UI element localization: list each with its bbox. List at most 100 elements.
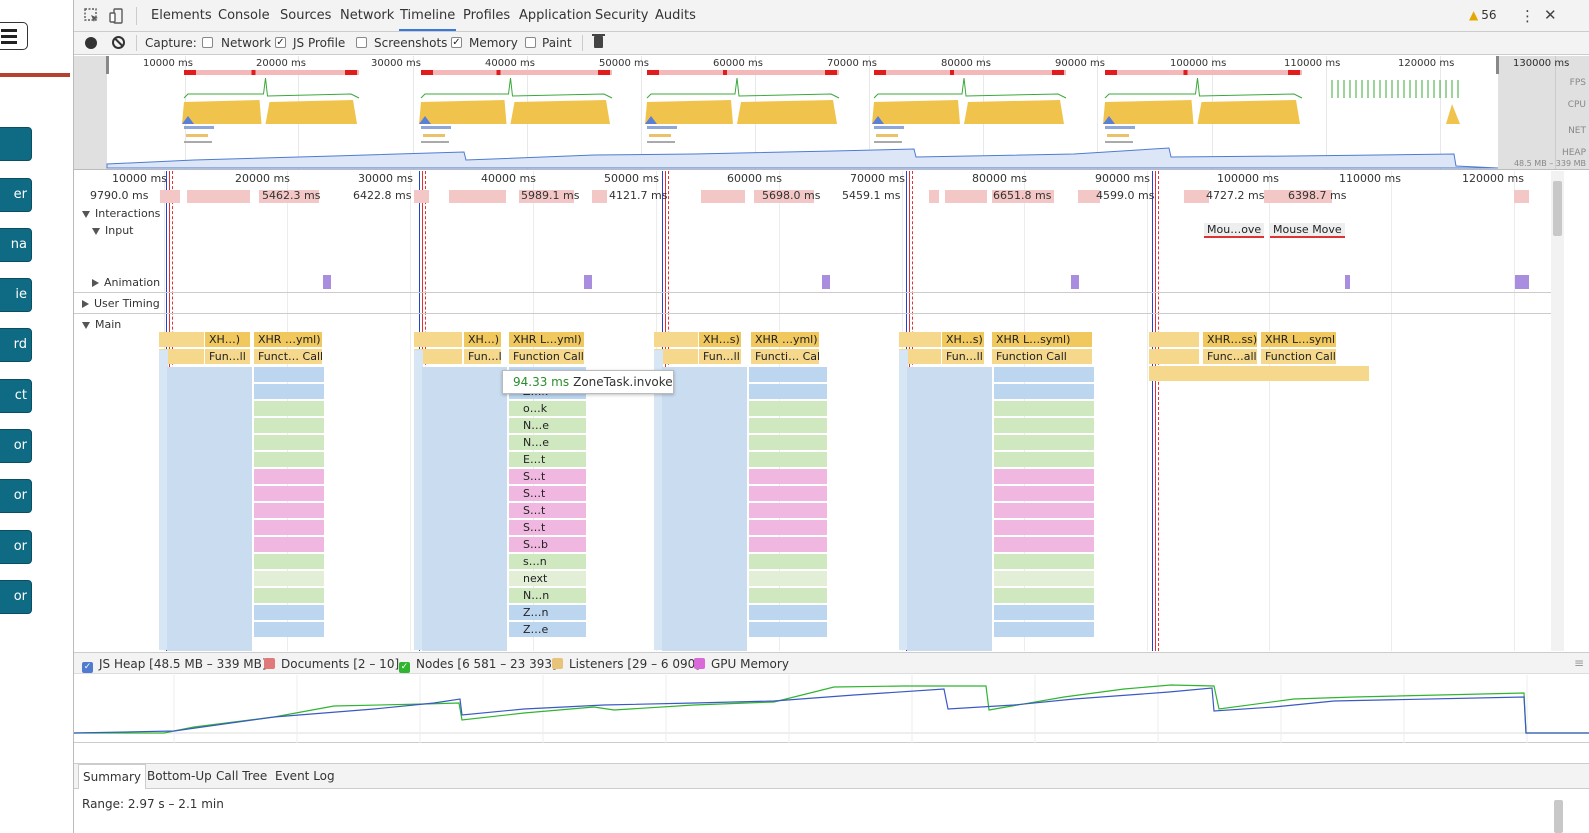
stack-frame[interactable] (994, 401, 1094, 416)
xhr-event[interactable]: XHR L…syml) (992, 332, 1092, 347)
stack-frame[interactable] (749, 537, 827, 552)
frame-bar[interactable] (1078, 190, 1100, 203)
frame-bar[interactable] (519, 190, 574, 203)
tab-application[interactable]: Application (519, 8, 592, 23)
stack-frame[interactable] (749, 503, 827, 518)
device-mode-icon[interactable] (109, 8, 125, 24)
stack-frame[interactable] (994, 520, 1094, 535)
function-call-event[interactable]: Fun…ll (942, 349, 984, 364)
tab-profiles[interactable]: Profiles (463, 8, 511, 23)
flame-chart[interactable]: 10000 ms 20000 ms 30000 ms 40000 ms 50000 ms… (74, 171, 1551, 651)
stack-frame[interactable] (994, 452, 1094, 467)
frame-bar[interactable] (701, 190, 745, 203)
network-checkbox[interactable] (202, 37, 213, 48)
frame-bar[interactable] (414, 190, 429, 203)
frame-bar[interactable] (160, 190, 180, 203)
task-event[interactable] (414, 349, 462, 364)
tab-sources[interactable]: Sources (280, 8, 332, 23)
xhr-event[interactable]: XH…) (464, 332, 501, 347)
page-button-10[interactable]: or (0, 580, 32, 614)
page-button-2[interactable]: er (0, 178, 32, 212)
stack-frame[interactable] (509, 418, 586, 433)
stack-frame[interactable] (254, 486, 324, 501)
tab-timeline[interactable]: Timeline (399, 0, 457, 31)
stack-frame[interactable] (509, 588, 586, 603)
memory-checkbox[interactable]: ✓ (451, 37, 462, 48)
stack-frame[interactable] (994, 554, 1094, 569)
tab-summary[interactable]: Summary (78, 764, 146, 789)
close-devtools-icon[interactable]: ✕ (1544, 6, 1557, 24)
task-event[interactable] (159, 332, 204, 347)
stack-frame[interactable] (509, 435, 586, 450)
stack-frame[interactable] (509, 554, 586, 569)
warnings-counter[interactable]: ▲ 56 (1469, 8, 1497, 22)
animation-event[interactable] (323, 275, 331, 289)
frame-bar[interactable] (1184, 190, 1209, 203)
stack-frame[interactable] (749, 571, 827, 586)
animation-event[interactable] (1515, 275, 1529, 289)
function-call-event[interactable]: Function Call (509, 349, 584, 364)
stack-frame[interactable] (994, 537, 1094, 552)
stack-frame[interactable] (994, 571, 1094, 586)
record-button[interactable] (85, 37, 97, 49)
stack-frame[interactable] (254, 537, 324, 552)
function-call-event[interactable]: Functi… Call (751, 349, 819, 364)
stack-frame[interactable] (749, 418, 827, 433)
stack-frame[interactable] (254, 384, 324, 399)
frame-bar[interactable] (945, 190, 987, 203)
track-interactions[interactable]: Interactions (82, 207, 160, 220)
stack-frame[interactable] (509, 537, 586, 552)
flame-scrollbar[interactable] (1551, 171, 1564, 651)
stack-frame[interactable] (254, 469, 324, 484)
stack-frame[interactable] (509, 486, 586, 501)
xhr-event[interactable]: XH…s) (699, 332, 741, 347)
stack-frame[interactable] (254, 520, 324, 535)
stack-frame[interactable] (509, 571, 586, 586)
task-event[interactable] (1149, 332, 1199, 347)
task-event[interactable] (414, 332, 462, 347)
stack-frame[interactable] (749, 469, 827, 484)
tab-event-log[interactable]: Event Log (275, 769, 335, 783)
stack-frame[interactable] (254, 622, 324, 637)
page-button-8[interactable]: or (0, 479, 32, 513)
hamburger-menu-icon[interactable] (0, 22, 28, 50)
tab-elements[interactable]: Elements (151, 8, 212, 23)
frame-bar[interactable] (1514, 190, 1529, 203)
scrollbar-thumb[interactable] (1553, 181, 1562, 236)
clear-button[interactable] (112, 36, 125, 49)
legend-gpu-memory[interactable]: GPU Memory (694, 657, 789, 671)
stack-frame[interactable] (749, 588, 827, 603)
tab-security[interactable]: Security (595, 8, 649, 23)
stack-frame[interactable] (994, 605, 1094, 620)
stack-frame[interactable] (749, 605, 827, 620)
stack-frame[interactable] (994, 469, 1094, 484)
stack-frame[interactable] (254, 401, 324, 416)
stack-frame[interactable] (749, 367, 827, 382)
stack-frame[interactable] (749, 452, 827, 467)
tab-console[interactable]: Console (218, 8, 270, 23)
task-event[interactable] (899, 349, 941, 364)
tab-call-tree[interactable]: Call Tree (216, 769, 268, 783)
stack-frame[interactable] (749, 384, 827, 399)
animation-event[interactable] (584, 275, 592, 289)
stack-frame[interactable] (509, 503, 586, 518)
stack-frame[interactable] (509, 401, 586, 416)
frame-bar[interactable] (929, 190, 939, 203)
frame-bar[interactable] (992, 190, 1054, 203)
animation-event[interactable] (822, 275, 830, 289)
stack-frame[interactable] (254, 503, 324, 518)
stack-frame[interactable] (994, 418, 1094, 433)
inspect-element-icon[interactable] (84, 8, 100, 24)
frame-bar[interactable] (187, 190, 250, 203)
timeline-overview[interactable]: 10000 ms 20000 ms 30000 ms 40000 ms 50000 ms… (74, 56, 1589, 170)
function-call-event[interactable]: Fun…ll (464, 349, 501, 364)
details-scrollbar-thumb[interactable] (1554, 800, 1563, 833)
legend-listeners[interactable]: Listeners [29 – 6 090] (552, 657, 700, 671)
stack-frame[interactable] (994, 622, 1094, 637)
stack-frame[interactable] (254, 435, 324, 450)
stack-frame[interactable] (749, 486, 827, 501)
function-call-event[interactable]: Func…all (1203, 349, 1257, 364)
xhr-event[interactable]: XHR L…syml) (1261, 332, 1336, 347)
stack-frame[interactable] (509, 622, 586, 637)
task-event[interactable] (159, 349, 204, 364)
